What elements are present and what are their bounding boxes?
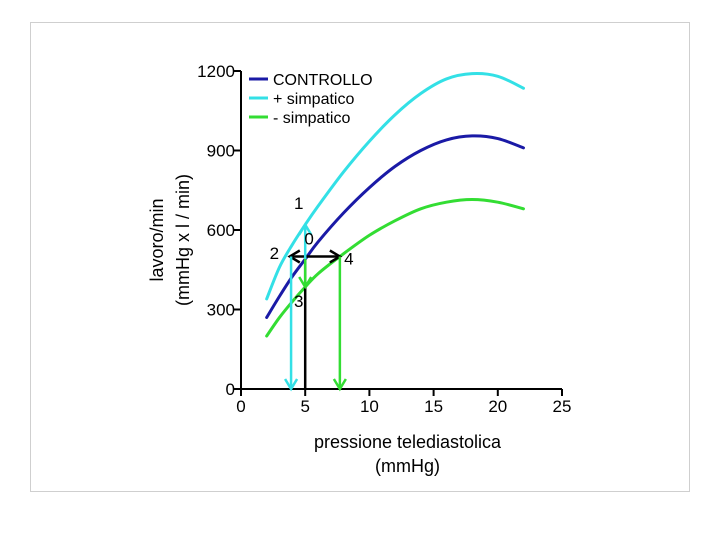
x-tick-label: 5 [300,397,309,416]
annotation-labels: 01 2 3 4 [270,194,354,311]
marker-label-2: 2 [270,244,279,263]
y-tick-label: 600 [207,221,235,240]
legend-label-plus-simpatico: + simpatico [273,91,354,108]
x-tick-label: 25 [553,397,572,416]
y-tick-label: 900 [207,142,235,161]
arrowhead [298,222,313,236]
series-group [265,72,525,338]
marker-label-3: 3 [294,292,303,311]
legend-label-controllo: CONTROLLO [273,72,373,89]
arrowhead [332,378,347,392]
x-tick-label: 15 [424,397,443,416]
arrowhead [287,249,301,264]
x-tick-label: 0 [236,397,245,416]
legend-label-minus-simpatico: - simpatico [273,110,350,127]
annotation-lines [284,222,347,392]
marker-label-0: 0 [304,230,313,249]
y-tick-label: 1200 [197,62,235,81]
x-tick-label: 20 [488,397,507,416]
y-tick-label: 300 [207,301,235,320]
slide-frame [30,22,690,492]
series-line-minus-simpatico [265,198,525,338]
y-axis-title-line2: (mmHg x l / min) [173,174,193,306]
marker-label-4: 4 [344,249,353,268]
y-axis-title-line1: lavoro/min [147,198,167,281]
legend: CONTROLLO + simpatico - simpatico [249,72,373,127]
x-axis-title-line1: pressione telediastolica [314,432,502,452]
x-ticks: 0 5 10 15 20 25 [236,389,571,416]
arrowhead [284,378,299,392]
x-axis-title-line2: (mmHg) [375,456,440,476]
y-tick-label: 0 [226,380,235,399]
marker-label-1: 1 [294,194,303,213]
series-line-plus-simpatico [265,72,525,301]
series-line-controllo [265,134,525,319]
y-ticks: 0 300 600 900 1200 [197,62,241,399]
x-tick-label: 10 [360,397,379,416]
arrowhead [298,276,313,290]
